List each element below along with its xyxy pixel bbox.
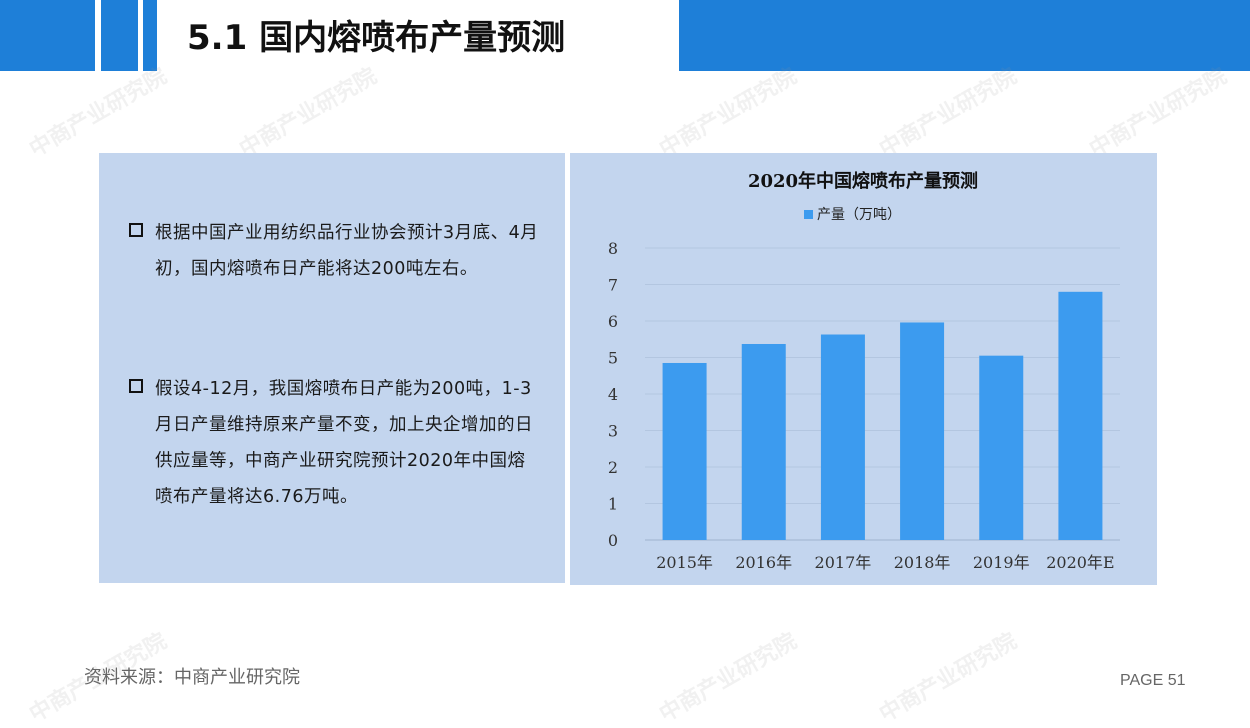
watermark-logo: 中商产业研究院 bbox=[655, 628, 802, 728]
bullet-item: 根据中国产业用纺织品行业协会预计3月底、4月初，国内熔喷布日产能将达200吨左右… bbox=[129, 215, 539, 287]
x-axis-ticks: 2015年 2016年 2017年 2018年 2019年 2020年E bbox=[656, 553, 1114, 572]
chart-title: 2020年中国熔喷布产量预测 bbox=[748, 170, 978, 192]
header-bar-left bbox=[0, 0, 95, 71]
x-tick-label: 2018年 bbox=[894, 553, 951, 572]
page-number: PAGE 51 bbox=[1120, 672, 1186, 689]
legend-swatch bbox=[804, 210, 813, 219]
y-tick-label: 0 bbox=[608, 531, 618, 550]
x-tick-label: 2015年 bbox=[656, 553, 713, 572]
bullet-item: 假设4-12月，我国熔喷布日产能为200吨，1-3月日产量维持原来产量不变，加上… bbox=[129, 371, 539, 515]
watermark-logo: 中商产业研究院 bbox=[875, 628, 1022, 728]
bar bbox=[979, 355, 1024, 540]
watermark-logo: 中商产业研究院 bbox=[25, 63, 172, 163]
bar bbox=[1058, 291, 1103, 540]
y-tick-label: 6 bbox=[608, 312, 618, 331]
bars bbox=[662, 291, 1103, 540]
watermark-logo: 中商产业研究院 bbox=[1085, 63, 1232, 163]
square-bullet-icon bbox=[129, 223, 143, 237]
text-panel: 根据中国产业用纺织品行业协会预计3月底、4月初，国内熔喷布日产能将达200吨左右… bbox=[99, 153, 565, 583]
bullet-text: 根据中国产业用纺织品行业协会预计3月底、4月初，国内熔喷布日产能将达200吨左右… bbox=[155, 223, 539, 279]
legend-label: 产量（万吨） bbox=[817, 207, 901, 223]
source-note: 资料来源：中商产业研究院 bbox=[84, 667, 300, 688]
y-tick-label: 4 bbox=[608, 385, 618, 404]
y-tick-label: 2 bbox=[608, 458, 618, 477]
bar bbox=[900, 322, 945, 540]
bullet-text: 假设4-12月，我国熔喷布日产能为200吨，1-3月日产量维持原来产量不变，加上… bbox=[155, 379, 533, 507]
square-bullet-icon bbox=[129, 379, 143, 393]
bar bbox=[741, 343, 786, 540]
bar bbox=[820, 334, 865, 540]
watermark-logo: 中商产业研究院 bbox=[235, 63, 382, 163]
y-axis-ticks: 0 1 2 3 4 5 6 7 8 bbox=[608, 239, 618, 550]
header-bar-right bbox=[679, 0, 1250, 71]
gridlines bbox=[645, 247, 1120, 541]
y-tick-label: 5 bbox=[608, 349, 618, 368]
y-tick-label: 3 bbox=[608, 422, 618, 441]
y-tick-label: 8 bbox=[608, 239, 618, 258]
header-bar-thin bbox=[143, 0, 157, 71]
x-tick-label: 2020年E bbox=[1046, 553, 1114, 572]
page-title: 5.1 国内熔喷布产量预测 bbox=[187, 18, 566, 58]
y-tick-label: 7 bbox=[608, 276, 618, 295]
watermark-logo: 中商产业研究院 bbox=[655, 63, 802, 163]
x-tick-label: 2019年 bbox=[973, 553, 1030, 572]
header-bar-mid bbox=[101, 0, 138, 71]
watermark-logo: 中商产业研究院 bbox=[875, 63, 1022, 163]
y-tick-label: 1 bbox=[608, 495, 618, 514]
x-tick-label: 2017年 bbox=[815, 553, 872, 572]
x-tick-label: 2016年 bbox=[735, 553, 792, 572]
bar bbox=[662, 362, 707, 540]
